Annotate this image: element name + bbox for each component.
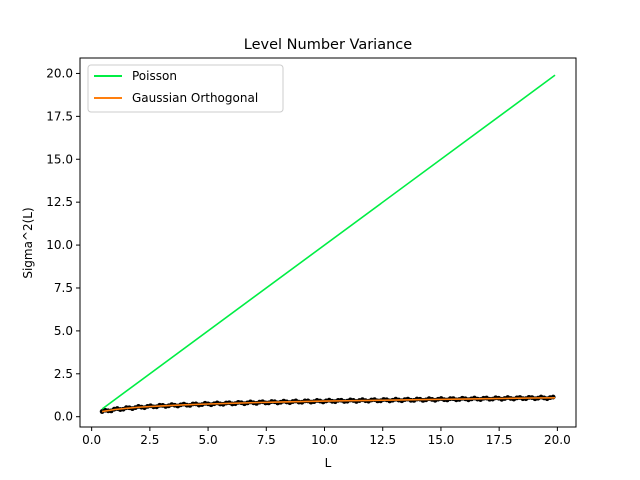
y-tick-label: 0.0 bbox=[54, 410, 73, 424]
x-tick-label: 17.5 bbox=[486, 433, 513, 447]
y-tick-label: 20.0 bbox=[46, 66, 73, 80]
x-tick-label: 7.5 bbox=[257, 433, 276, 447]
y-tick-label: 12.5 bbox=[46, 195, 73, 209]
x-tick-label: 0.0 bbox=[82, 433, 101, 447]
series-line-gaussian-orthogonal bbox=[101, 397, 556, 413]
x-tick-label: 10.0 bbox=[311, 433, 338, 447]
series-layer bbox=[99, 74, 556, 414]
series-line-poisson bbox=[101, 74, 556, 410]
y-tick-label: 17.5 bbox=[46, 109, 73, 123]
legend: Poisson Gaussian Orthogonal bbox=[87, 64, 284, 113]
x-axis: 0.0 2.5 5.0 7.5 10.0 12.5 15.0 17.5 20.0 bbox=[82, 427, 571, 447]
x-tick-label: 12.5 bbox=[369, 433, 396, 447]
y-tick-label: 15.0 bbox=[46, 152, 73, 166]
legend-label-poisson: Poisson bbox=[132, 69, 177, 83]
y-tick-label: 2.5 bbox=[54, 367, 73, 381]
y-axis: 0.0 2.5 5.0 7.5 10.0 12.5 15.0 17.5 20.0 bbox=[46, 66, 80, 424]
legend-label-gaussian-orthogonal: Gaussian Orthogonal bbox=[132, 91, 258, 105]
plot-frame bbox=[79, 57, 577, 428]
y-tick-label: 10.0 bbox=[46, 238, 73, 252]
x-tick-label: 20.0 bbox=[544, 433, 571, 447]
x-tick-label: 15.0 bbox=[428, 433, 455, 447]
chart-title: Level Number Variance bbox=[244, 37, 412, 53]
y-tick-label: 7.5 bbox=[54, 281, 73, 295]
x-axis-label: L bbox=[325, 456, 332, 470]
x-tick-label: 5.0 bbox=[199, 433, 218, 447]
y-tick-label: 5.0 bbox=[54, 324, 73, 338]
legend-box bbox=[87, 64, 284, 113]
x-tick-label: 2.5 bbox=[140, 433, 159, 447]
y-axis-label: Sigma^2(L) bbox=[21, 207, 35, 278]
